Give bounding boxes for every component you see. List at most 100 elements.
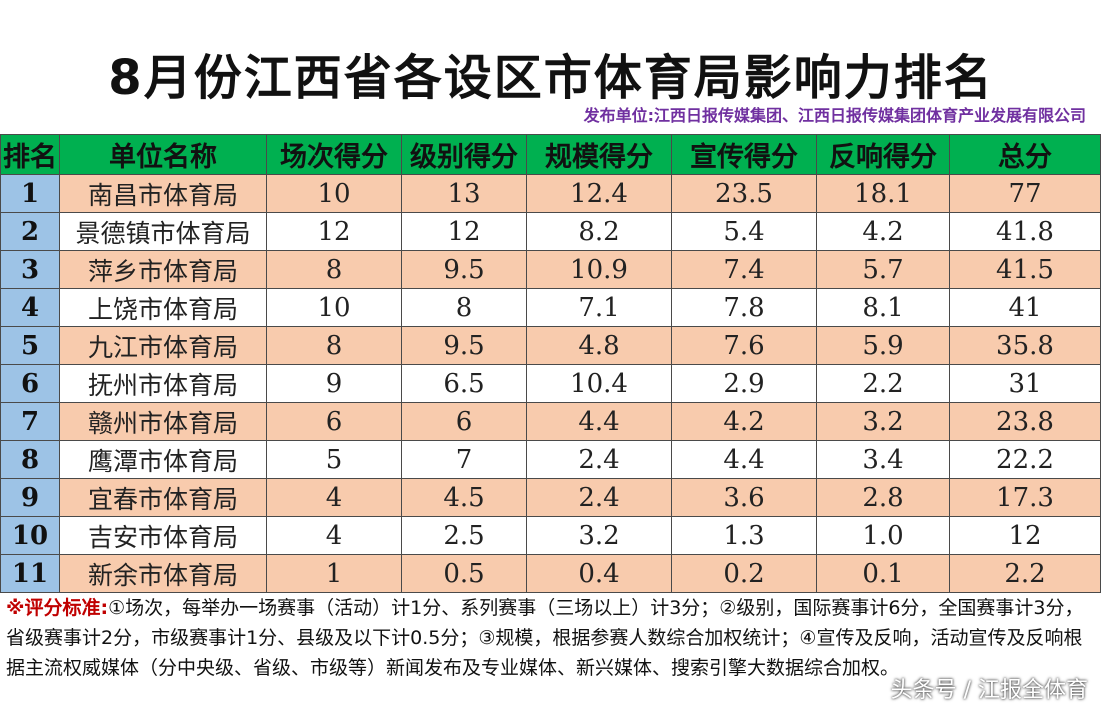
cell-level-score: 9.5	[401, 326, 527, 365]
ranking-table: 排名 单位名称 场次得分 级别得分 规模得分 宣传得分 反响得分 总分 1 南昌市…	[0, 134, 1101, 593]
table-row: 9 宜春市体育局 4 4.5 2.4 3.6 2.8 17.3	[0, 478, 1101, 517]
cell-session-score: 5	[266, 440, 402, 479]
cell-rank: 10	[0, 516, 60, 555]
cell-response-score: 5.7	[816, 250, 950, 289]
cell-rank: 5	[0, 326, 60, 365]
cell-response-score: 18.1	[816, 174, 950, 213]
cell-total-score: 35.8	[949, 326, 1101, 365]
cell-level-score: 4.5	[401, 478, 527, 517]
scoring-note: ※评分标准:①场次，每举办一场赛事（活动）计1分、系列赛事（三场以上）计3分；②…	[6, 593, 1098, 683]
cell-rank: 2	[0, 212, 60, 251]
cell-scale-score: 10.4	[526, 364, 672, 403]
cell-scale-score: 7.1	[526, 288, 672, 327]
cell-publicity-score: 1.3	[671, 516, 817, 555]
header-row: 排名 单位名称 场次得分 级别得分 规模得分 宣传得分 反响得分 总分	[0, 134, 1101, 175]
cell-rank: 8	[0, 440, 60, 479]
cell-response-score: 5.9	[816, 326, 950, 365]
cell-total-score: 41.8	[949, 212, 1101, 251]
cell-rank: 6	[0, 364, 60, 403]
cell-session-score: 4	[266, 478, 402, 517]
header-scale-score: 规模得分	[526, 134, 672, 175]
cell-rank: 11	[0, 554, 60, 593]
cell-publicity-score: 7.8	[671, 288, 817, 327]
cell-response-score: 1.0	[816, 516, 950, 555]
cell-level-score: 0.5	[401, 554, 527, 593]
cell-scale-score: 4.8	[526, 326, 672, 365]
cell-total-score: 23.8	[949, 402, 1101, 441]
cell-unit-name: 萍乡市体育局	[59, 250, 267, 289]
cell-session-score: 4	[266, 516, 402, 555]
table-row: 5 九江市体育局 8 9.5 4.8 7.6 5.9 35.8	[0, 326, 1101, 365]
cell-publicity-score: 2.9	[671, 364, 817, 403]
cell-response-score: 8.1	[816, 288, 950, 327]
table-row: 4 上饶市体育局 10 8 7.1 7.8 8.1 41	[0, 288, 1101, 327]
cell-publicity-score: 7.6	[671, 326, 817, 365]
cell-unit-name: 新余市体育局	[59, 554, 267, 593]
cell-total-score: 17.3	[949, 478, 1101, 517]
table-row: 3 萍乡市体育局 8 9.5 10.9 7.4 5.7 41.5	[0, 250, 1101, 289]
cell-scale-score: 8.2	[526, 212, 672, 251]
cell-response-score: 3.2	[816, 402, 950, 441]
cell-level-score: 12	[401, 212, 527, 251]
page-title: 8月份江西省各设区市体育局影响力排名	[108, 50, 994, 106]
header-level-score: 级别得分	[401, 134, 527, 175]
cell-rank: 4	[0, 288, 60, 327]
cell-unit-name: 宜春市体育局	[59, 478, 267, 517]
cell-scale-score: 2.4	[526, 478, 672, 517]
header-total-score: 总分	[949, 134, 1101, 175]
table-row: 10 吉安市体育局 4 2.5 3.2 1.3 1.0 12	[0, 516, 1101, 555]
cell-scale-score: 0.4	[526, 554, 672, 593]
cell-rank: 3	[0, 250, 60, 289]
header-rank: 排名	[0, 134, 60, 175]
table-row: 8 鹰潭市体育局 5 7 2.4 4.4 3.4 22.2	[0, 440, 1101, 479]
cell-level-score: 6	[401, 402, 527, 441]
note-label: ※评分标准:	[6, 597, 109, 619]
cell-session-score: 10	[266, 174, 402, 213]
cell-session-score: 10	[266, 288, 402, 327]
header-session-score: 场次得分	[266, 134, 402, 175]
table-row: 6 抚州市体育局 9 6.5 10.4 2.9 2.2 31	[0, 364, 1101, 403]
cell-session-score: 12	[266, 212, 402, 251]
cell-response-score: 4.2	[816, 212, 950, 251]
cell-unit-name: 九江市体育局	[59, 326, 267, 365]
cell-level-score: 7	[401, 440, 527, 479]
cell-publicity-score: 23.5	[671, 174, 817, 213]
cell-total-score: 41	[949, 288, 1101, 327]
cell-scale-score: 3.2	[526, 516, 672, 555]
cell-unit-name: 景德镇市体育局	[59, 212, 267, 251]
cell-total-score: 2.2	[949, 554, 1101, 593]
cell-total-score: 12	[949, 516, 1101, 555]
cell-publicity-score: 0.2	[671, 554, 817, 593]
header-response-score: 反响得分	[816, 134, 950, 175]
cell-session-score: 8	[266, 250, 402, 289]
table-row: 1 南昌市体育局 10 13 12.4 23.5 18.1 77	[0, 174, 1101, 213]
cell-publicity-score: 4.2	[671, 402, 817, 441]
cell-rank: 9	[0, 478, 60, 517]
publisher-line: 发布单位:江西日报传媒集团、江西日报传媒集团体育产业发展有限公司	[583, 106, 1086, 125]
header-unit-name: 单位名称	[59, 134, 267, 175]
cell-level-score: 6.5	[401, 364, 527, 403]
cell-response-score: 2.8	[816, 478, 950, 517]
cell-total-score: 22.2	[949, 440, 1101, 479]
cell-unit-name: 鹰潭市体育局	[59, 440, 267, 479]
cell-level-score: 13	[401, 174, 527, 213]
cell-level-score: 8	[401, 288, 527, 327]
cell-unit-name: 吉安市体育局	[59, 516, 267, 555]
note-text: ①场次，每举办一场赛事（活动）计1分、系列赛事（三场以上）计3分；②级别，国际赛…	[6, 597, 1084, 679]
cell-total-score: 41.5	[949, 250, 1101, 289]
cell-unit-name: 赣州市体育局	[59, 402, 267, 441]
header-publicity-score: 宣传得分	[671, 134, 817, 175]
cell-level-score: 2.5	[401, 516, 527, 555]
cell-rank: 1	[0, 174, 60, 213]
cell-response-score: 2.2	[816, 364, 950, 403]
cell-publicity-score: 3.6	[671, 478, 817, 517]
cell-scale-score: 4.4	[526, 402, 672, 441]
cell-publicity-score: 7.4	[671, 250, 817, 289]
cell-level-score: 9.5	[401, 250, 527, 289]
cell-scale-score: 10.9	[526, 250, 672, 289]
cell-total-score: 31	[949, 364, 1101, 403]
cell-unit-name: 抚州市体育局	[59, 364, 267, 403]
cell-unit-name: 上饶市体育局	[59, 288, 267, 327]
cell-session-score: 9	[266, 364, 402, 403]
cell-session-score: 6	[266, 402, 402, 441]
